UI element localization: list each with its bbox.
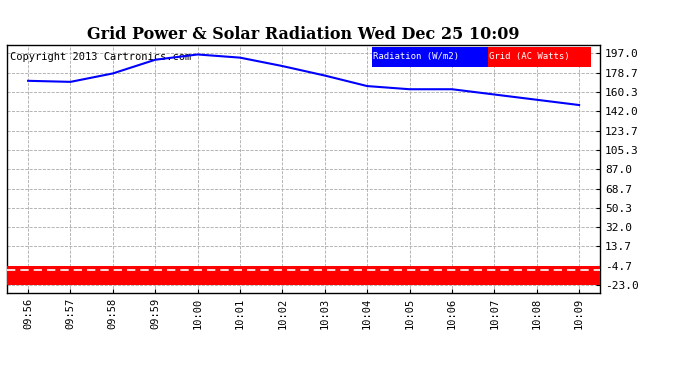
Bar — [7, 266, 600, 285]
FancyBboxPatch shape — [488, 47, 591, 67]
Text: Copyright 2013 Cartronics.com: Copyright 2013 Cartronics.com — [10, 53, 191, 62]
Text: Radiation (W/m2): Radiation (W/m2) — [373, 53, 459, 62]
Text: Grid (AC Watts): Grid (AC Watts) — [489, 53, 569, 62]
FancyBboxPatch shape — [372, 47, 488, 67]
Title: Grid Power & Solar Radiation Wed Dec 25 10:09: Grid Power & Solar Radiation Wed Dec 25 … — [88, 27, 520, 44]
